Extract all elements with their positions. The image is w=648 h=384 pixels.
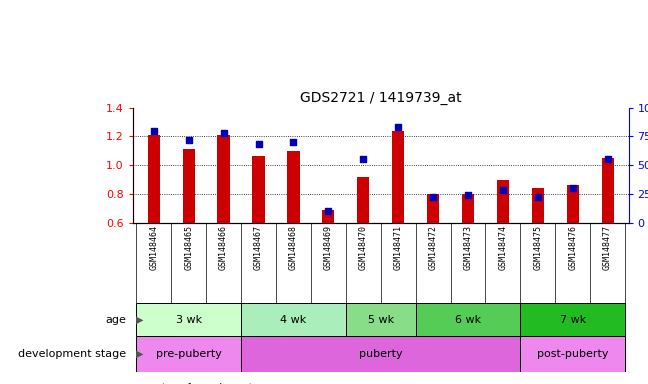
- Bar: [497, 179, 509, 223]
- Text: age: age: [106, 314, 126, 325]
- Bar: [601, 158, 614, 223]
- Text: GSM148476: GSM148476: [568, 225, 577, 270]
- Title: GDS2721 / 1419739_at: GDS2721 / 1419739_at: [300, 91, 461, 105]
- Bar: [392, 131, 404, 223]
- Bar: [357, 177, 369, 223]
- Point: [323, 208, 334, 214]
- Point: [148, 127, 159, 134]
- Text: GSM148469: GSM148469: [324, 225, 333, 270]
- Point: [533, 194, 543, 200]
- Text: GSM148477: GSM148477: [603, 225, 612, 270]
- Bar: [566, 185, 579, 223]
- Point: [463, 192, 473, 198]
- Bar: [462, 194, 474, 223]
- Point: [498, 187, 508, 194]
- Bar: [415, 303, 520, 336]
- Text: pre-puberty: pre-puberty: [156, 349, 222, 359]
- Text: GSM148470: GSM148470: [359, 225, 368, 270]
- Bar: [218, 135, 229, 223]
- Point: [393, 124, 403, 130]
- Point: [568, 185, 578, 191]
- Text: GSM148466: GSM148466: [219, 225, 228, 270]
- Text: 6 wk: 6 wk: [455, 314, 481, 325]
- Text: GSM148473: GSM148473: [463, 225, 472, 270]
- Bar: [136, 336, 241, 372]
- Bar: [136, 303, 241, 336]
- Point: [183, 137, 194, 143]
- Bar: [520, 336, 625, 372]
- Text: 7 wk: 7 wk: [560, 314, 586, 325]
- Bar: [427, 194, 439, 223]
- Bar: [241, 303, 346, 336]
- Text: puberty: puberty: [359, 349, 402, 359]
- Text: ▶: ▶: [136, 349, 144, 359]
- Point: [358, 156, 369, 162]
- Bar: [322, 210, 334, 223]
- Text: development stage: development stage: [18, 349, 126, 359]
- Bar: [241, 336, 520, 372]
- Point: [603, 156, 613, 162]
- Text: GSM148468: GSM148468: [289, 225, 298, 270]
- Text: GSM148475: GSM148475: [533, 225, 542, 270]
- Text: post-puberty: post-puberty: [537, 349, 608, 359]
- Bar: [253, 157, 264, 223]
- Text: transformed count: transformed count: [162, 383, 253, 384]
- Point: [218, 130, 229, 136]
- Text: GSM148465: GSM148465: [184, 225, 193, 270]
- Text: 5 wk: 5 wk: [367, 314, 394, 325]
- Text: ▶: ▶: [136, 314, 144, 325]
- Text: 3 wk: 3 wk: [176, 314, 202, 325]
- Text: 4 wk: 4 wk: [281, 314, 307, 325]
- Bar: [520, 303, 625, 336]
- Bar: [148, 135, 160, 223]
- Text: GSM148471: GSM148471: [393, 225, 402, 270]
- Text: GSM148474: GSM148474: [498, 225, 507, 270]
- Point: [428, 194, 438, 200]
- Text: GSM148467: GSM148467: [254, 225, 263, 270]
- Text: ■: ■: [146, 383, 155, 384]
- Bar: [183, 149, 195, 223]
- Bar: [287, 151, 299, 223]
- Text: GSM148464: GSM148464: [149, 225, 158, 270]
- Point: [288, 139, 299, 145]
- Point: [253, 141, 264, 147]
- Text: GSM148472: GSM148472: [428, 225, 437, 270]
- Bar: [346, 303, 415, 336]
- Bar: [532, 188, 544, 223]
